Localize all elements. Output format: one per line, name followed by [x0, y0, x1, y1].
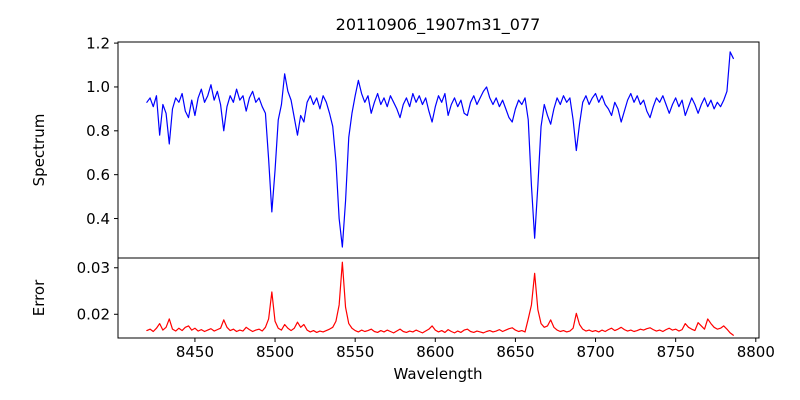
y-tick-label: 0.6 [86, 166, 110, 184]
axes-frame [117, 257, 760, 339]
error-line [146, 261, 734, 336]
x-tick-label: 8450 [176, 343, 214, 361]
spectrum-line [146, 51, 734, 248]
y-tick-label: 1.2 [86, 34, 110, 52]
wavelength-axis-label: Wavelength [394, 365, 483, 383]
y-tick-label: 1.0 [86, 78, 110, 96]
y-tick-label: 0.02 [77, 306, 110, 324]
error-axis-label: Error [30, 279, 48, 316]
x-tick-label: 8700 [576, 343, 614, 361]
error-plot-area: 0.02 0.03 8450 8500 8550 8600 8650 8700 8750 8800 [77, 257, 775, 361]
x-tick-label: 8500 [256, 343, 294, 361]
y-tick-label: 0.03 [77, 259, 110, 277]
x-tick-label: 8800 [737, 343, 775, 361]
y-tick-label: 0.8 [86, 122, 110, 140]
x-tick-label: 8750 [657, 343, 695, 361]
spectrum-plot-area: 0.4 0.6 0.8 1.0 1.2 [86, 34, 760, 259]
x-tick-label: 8600 [416, 343, 454, 361]
x-tick-label: 8550 [336, 343, 374, 361]
axes-frame [117, 41, 760, 259]
y-tick-label: 0.4 [86, 210, 110, 228]
spectrum-axis-label: Spectrum [30, 114, 48, 187]
chart-title: 20110906_1907m31_077 [336, 15, 541, 35]
x-tick-label: 8650 [496, 343, 534, 361]
